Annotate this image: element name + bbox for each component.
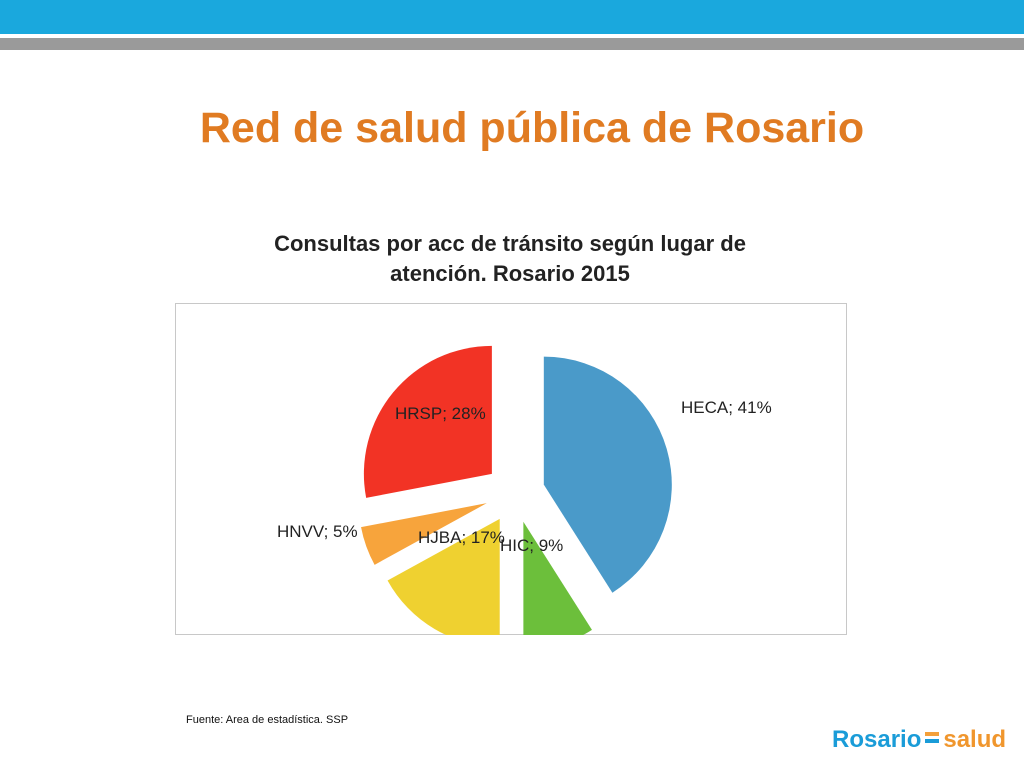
pie-slice-hjba [387,518,500,635]
pie-slice-heca [543,356,672,593]
pie-slice-hnvv [361,503,487,565]
pie-slice-hic [523,521,592,635]
chart-title: Consultas por acc de tránsito según luga… [230,229,790,289]
pie-label-heca: HECA; 41% [681,398,772,417]
slide-title: Red de salud pública de Rosario [199,104,865,152]
logo-text-salud: salud [943,726,1007,753]
pie-label-hjba: HJBA; 17% [418,528,505,547]
chart-frame [175,303,847,635]
header-bar [0,0,1024,34]
pie-label-hnvv: HNVV; 5% [277,522,358,541]
pie-chart: HECA; 41% HIC; 9%HJBA; 17% HNVV; 5% HRSP; 2… [277,345,772,635]
chart-title-line-2: atención. Rosario 2015 [390,261,630,286]
logo-equals-icon [925,732,940,744]
pie-slice-hrsp [363,345,492,498]
header-stripe [0,38,1024,50]
chart-title-line-1: Consultas por acc de tránsito según luga… [274,231,746,256]
rosario-salud-logo: Rosario salud [832,726,1006,758]
logo-text-rosario: Rosario [832,726,922,753]
pie-label-hrsp: HRSP; 28% [395,404,486,423]
source-note: Fuente: Area de estadística. SSP [186,714,349,726]
pie-label-hic: HIC; 9% [500,536,563,555]
